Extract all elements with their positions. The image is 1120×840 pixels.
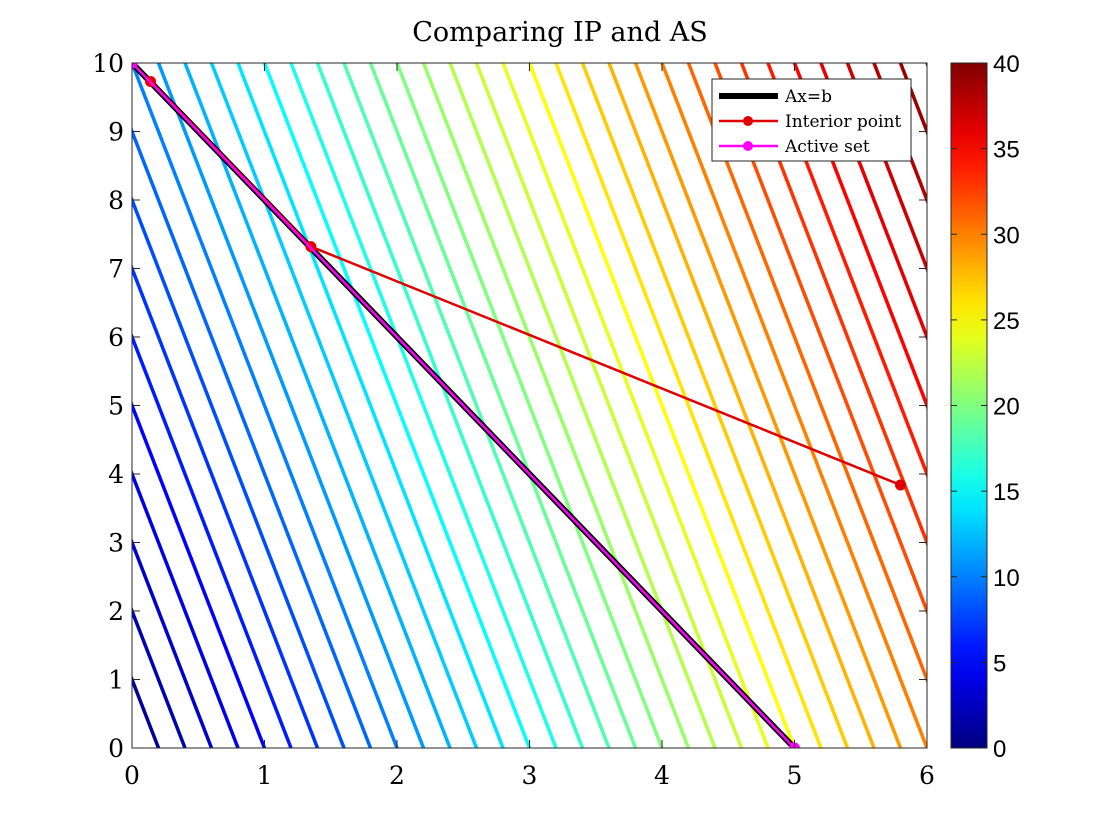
contour-line <box>132 332 293 748</box>
contour-line <box>872 63 927 205</box>
y-tick-label: 3 <box>108 529 124 558</box>
colorbar: 0 5 10 15 20 25 30 35 40 <box>950 51 1020 763</box>
contour-line <box>845 63 927 274</box>
series-line <box>132 63 796 748</box>
x-tick-label: 1 <box>257 761 273 790</box>
contour-line <box>132 63 399 748</box>
contour-line <box>607 63 876 748</box>
legend-label: Interior point <box>785 112 901 132</box>
x-tick-label: 0 <box>124 761 140 790</box>
contour-line <box>132 469 240 748</box>
legend-marker <box>743 141 753 151</box>
x-axis: 0 1 2 3 4 5 6 <box>124 63 935 790</box>
x-tick-label: 5 <box>787 761 803 790</box>
y-tick-label: 1 <box>108 666 124 695</box>
contour-line <box>633 63 903 748</box>
contour-line <box>132 263 320 748</box>
data-point <box>895 479 906 491</box>
contour-line <box>262 63 532 748</box>
contour-line <box>713 63 927 616</box>
contour-line <box>342 63 611 748</box>
data-point <box>132 63 138 69</box>
colorbar-tick-label: 20 <box>993 394 1020 421</box>
y-axis: 0 1 2 3 4 5 6 7 8 9 10 <box>92 49 927 763</box>
contour-line <box>368 63 638 748</box>
y-tick-label: 2 <box>108 597 124 626</box>
contour-line <box>819 63 927 342</box>
contour-line <box>132 126 373 748</box>
x-tick-label: 6 <box>919 761 935 790</box>
contour-line <box>766 63 927 479</box>
contour-lines <box>132 63 927 748</box>
y-tick-label: 7 <box>108 255 124 284</box>
colorbar-tick-label: 30 <box>993 222 1020 249</box>
contour-line <box>132 195 346 748</box>
contour-line <box>209 63 479 748</box>
y-tick-label: 8 <box>108 186 124 215</box>
contour-line <box>527 63 797 748</box>
x-tick-label: 4 <box>654 761 670 790</box>
contour-line <box>132 606 187 748</box>
y-tick-label: 10 <box>92 49 124 78</box>
contour-line <box>395 63 664 748</box>
contour-line <box>792 63 927 411</box>
y-tick-label: 6 <box>108 323 124 352</box>
colorbar-tick-label: 10 <box>993 565 1020 592</box>
contour-line <box>421 63 691 748</box>
y-tick-label: 9 <box>108 118 124 147</box>
colorbar-tick-label: 0 <box>993 736 1006 763</box>
contour-line <box>686 63 927 685</box>
contour-line <box>739 63 927 548</box>
series-layer <box>132 63 906 748</box>
contour-line <box>554 63 823 748</box>
colorbar-tick-label: 25 <box>993 308 1020 335</box>
contour-line <box>448 63 717 748</box>
contour-line <box>474 63 744 748</box>
contour-line <box>289 63 558 748</box>
contour-line <box>236 63 505 748</box>
y-tick-label: 4 <box>108 460 124 489</box>
y-tick-label: 5 <box>108 392 124 421</box>
colorbar-tick-label: 15 <box>993 479 1020 506</box>
contour-line <box>580 63 850 748</box>
legend-marker <box>743 116 753 126</box>
chart-title: Comparing IP and AS <box>412 17 707 48</box>
colorbar-tick-label: 5 <box>993 650 1006 677</box>
legend-label: Active set <box>784 137 870 157</box>
contour-line <box>132 537 214 748</box>
contour-line <box>660 63 927 748</box>
contour-line <box>132 400 267 748</box>
colorbar-tick-label: 35 <box>993 137 1020 164</box>
contour-line <box>183 63 452 748</box>
colorbar-tick-label: 40 <box>993 51 1020 78</box>
y-tick-label: 0 <box>108 734 124 763</box>
contour-line <box>156 63 426 748</box>
legend: Ax=b Interior point Active set <box>711 78 912 162</box>
contour-line <box>315 63 585 748</box>
legend-label: Ax=b <box>784 87 832 107</box>
x-tick-label: 3 <box>522 761 538 790</box>
x-tick-label: 2 <box>389 761 405 790</box>
contour-line <box>501 63 770 748</box>
